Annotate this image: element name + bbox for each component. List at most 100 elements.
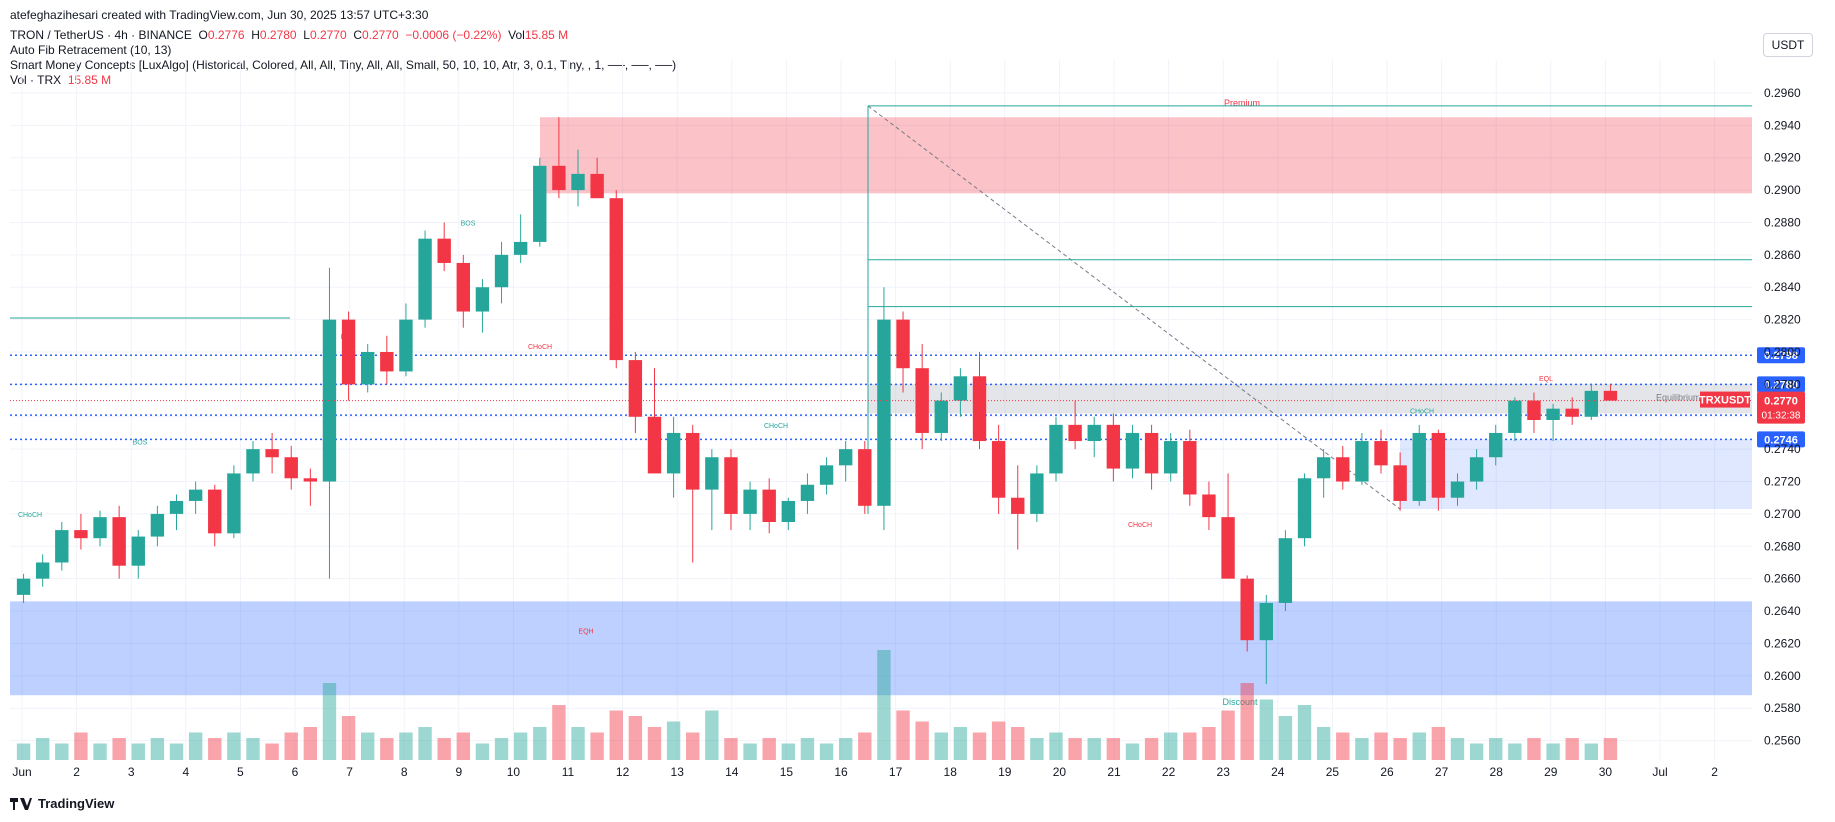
candle-body[interactable] <box>399 320 412 372</box>
candle-body[interactable] <box>552 166 565 190</box>
volume-bar <box>342 716 355 760</box>
x-tick-label: 15 <box>780 765 794 779</box>
candle-body[interactable] <box>610 198 623 360</box>
candle-body[interactable] <box>1260 603 1273 640</box>
candle-body[interactable] <box>1298 478 1311 538</box>
candle-body[interactable] <box>1164 441 1177 473</box>
candle-body[interactable] <box>1183 441 1196 494</box>
candle-body[interactable] <box>1107 425 1120 469</box>
candle-body[interactable] <box>1508 401 1521 433</box>
candle-body[interactable] <box>418 239 431 320</box>
candle-body[interactable] <box>1527 401 1540 420</box>
candle-body[interactable] <box>935 401 948 433</box>
volume-bar <box>285 733 298 761</box>
candle-body[interactable] <box>820 465 833 484</box>
volume-bar <box>1413 733 1426 761</box>
candle-body[interactable] <box>667 433 680 473</box>
candle-body[interactable] <box>170 501 183 514</box>
candle-body[interactable] <box>705 457 718 489</box>
candle-body[interactable] <box>1145 433 1158 473</box>
candle-body[interactable] <box>1030 473 1043 513</box>
candle-body[interactable] <box>590 174 603 198</box>
candle-body[interactable] <box>954 376 967 400</box>
candle-body[interactable] <box>36 562 49 578</box>
candle-body[interactable] <box>514 242 527 255</box>
volume-bar <box>935 733 948 761</box>
candle-body[interactable] <box>1279 538 1292 603</box>
candle-body[interactable] <box>304 478 317 481</box>
candle-body[interactable] <box>437 239 450 263</box>
candle-body[interactable] <box>686 433 699 490</box>
candle-body[interactable] <box>1374 441 1387 465</box>
candle-body[interactable] <box>763 490 776 522</box>
candle-body[interactable] <box>17 579 30 595</box>
candle-body[interactable] <box>1451 482 1464 498</box>
candle-body[interactable] <box>1470 457 1483 481</box>
candle-body[interactable] <box>1221 517 1234 579</box>
x-tick-label: 28 <box>1490 765 1504 779</box>
candle-body[interactable] <box>380 352 393 371</box>
candle-body[interactable] <box>1393 465 1406 501</box>
candle-body[interactable] <box>973 376 986 441</box>
candle-body[interactable] <box>839 449 852 465</box>
candle-body[interactable] <box>495 255 508 287</box>
candle-body[interactable] <box>801 485 814 501</box>
candle-body[interactable] <box>992 441 1005 498</box>
candle-body[interactable] <box>1088 425 1101 441</box>
candle-body[interactable] <box>1413 433 1426 501</box>
bar-countdown-label: 01:32:38 <box>1762 411 1801 422</box>
x-tick-label: 5 <box>237 765 244 779</box>
candle-body[interactable] <box>896 320 909 369</box>
candle-body[interactable] <box>189 490 202 501</box>
y-tick-label: 0.2660 <box>1764 572 1801 586</box>
candle-body[interactable] <box>1489 433 1502 457</box>
candle-body[interactable] <box>457 263 470 312</box>
volume-bar <box>1298 705 1311 760</box>
candle-body[interactable] <box>1049 425 1062 474</box>
candle-body[interactable] <box>74 530 87 538</box>
candle-body[interactable] <box>533 166 546 242</box>
candle-body[interactable] <box>476 287 489 311</box>
candle-body[interactable] <box>1546 409 1559 420</box>
volume-bar <box>36 738 49 760</box>
candle-body[interactable] <box>285 457 298 478</box>
volume-bar <box>782 744 795 761</box>
candle-body[interactable] <box>1126 433 1139 469</box>
candle-body[interactable] <box>782 501 795 522</box>
candle-body[interactable] <box>1585 391 1598 417</box>
candle-body[interactable] <box>1604 391 1617 401</box>
tradingview-brand[interactable]: TradingView <box>10 796 114 811</box>
candle-body[interactable] <box>265 449 278 457</box>
candle-body[interactable] <box>1202 494 1215 517</box>
candle-body[interactable] <box>227 473 240 533</box>
x-tick-label: 27 <box>1435 765 1449 779</box>
candle-body[interactable] <box>724 457 737 514</box>
structure-label: BOS <box>461 221 476 228</box>
candle-body[interactable] <box>342 320 355 385</box>
candle-body[interactable] <box>1011 498 1024 514</box>
candle-body[interactable] <box>132 537 145 566</box>
candle-body[interactable] <box>877 320 890 506</box>
candle-body[interactable] <box>1068 425 1081 441</box>
candle-body[interactable] <box>1432 433 1445 498</box>
candle-body[interactable] <box>1566 409 1579 417</box>
candle-body[interactable] <box>1336 457 1349 481</box>
candle-body[interactable] <box>629 360 642 417</box>
volume-bar <box>132 744 145 761</box>
candle-body[interactable] <box>743 490 756 514</box>
candle-body[interactable] <box>1240 579 1253 641</box>
x-tick-label: 10 <box>507 765 521 779</box>
candle-body[interactable] <box>151 514 164 537</box>
candle-body[interactable] <box>112 517 125 566</box>
candle-body[interactable] <box>858 449 871 506</box>
candle-body[interactable] <box>1355 441 1368 481</box>
candle-body[interactable] <box>361 352 374 384</box>
candle-body[interactable] <box>1317 457 1330 478</box>
candle-body[interactable] <box>648 417 661 474</box>
candle-body[interactable] <box>93 517 106 538</box>
candle-body[interactable] <box>571 174 584 190</box>
candle-body[interactable] <box>208 490 221 534</box>
candle-body[interactable] <box>55 530 68 562</box>
candle-body[interactable] <box>246 449 259 473</box>
